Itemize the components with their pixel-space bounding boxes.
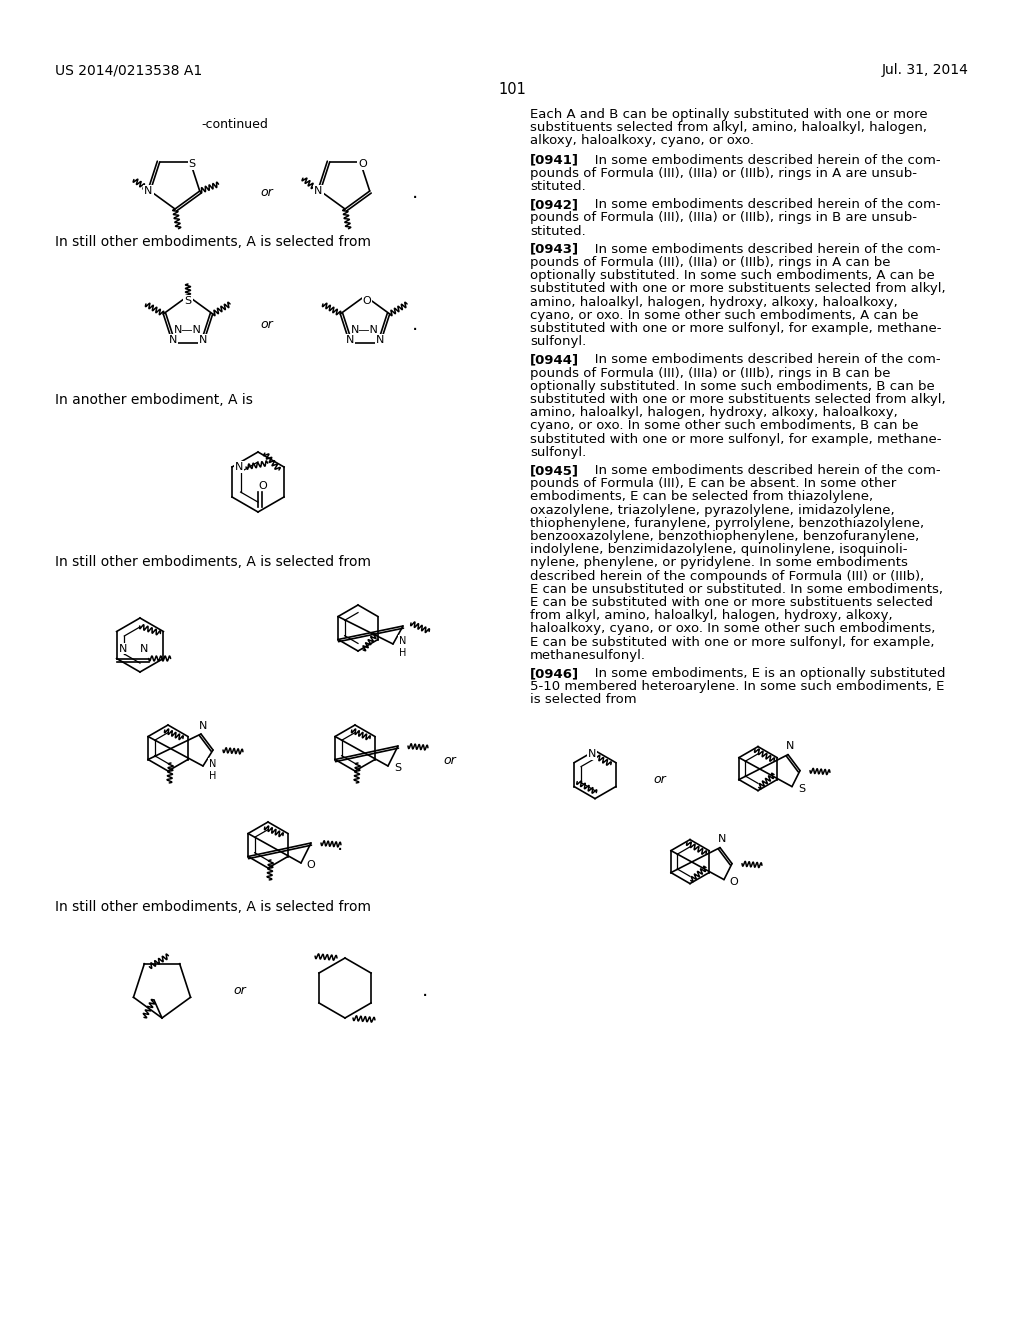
Text: In some embodiments described herein of the com-: In some embodiments described herein of … (582, 243, 941, 256)
Text: stituted.: stituted. (530, 180, 586, 193)
Text: N: N (718, 834, 726, 843)
Text: In some embodiments described herein of the com-: In some embodiments described herein of … (582, 153, 941, 166)
Text: [0945]: [0945] (530, 465, 579, 477)
Text: S: S (394, 763, 401, 774)
Text: In still other embodiments, A is selected from: In still other embodiments, A is selecte… (55, 235, 371, 249)
Text: N
H: N H (399, 636, 407, 657)
Text: methanesulfonyl.: methanesulfonyl. (530, 649, 646, 661)
Text: N: N (119, 644, 127, 653)
Text: US 2014/0213538 A1: US 2014/0213538 A1 (55, 63, 203, 77)
Text: Each A and B can be optinally substituted with one or more: Each A and B can be optinally substitute… (530, 108, 928, 121)
Text: oxazolylene, triazolylene, pyrazolylene, imidazolylene,: oxazolylene, triazolylene, pyrazolylene,… (530, 504, 895, 516)
Text: O: O (358, 158, 367, 169)
Text: optionally substituted. In some such embodiments, A can be: optionally substituted. In some such emb… (530, 269, 935, 282)
Text: N: N (376, 335, 384, 345)
Text: N: N (785, 741, 795, 751)
Text: optionally substituted. In some such embodiments, B can be: optionally substituted. In some such emb… (530, 380, 935, 393)
Text: In still other embodiments, A is selected from: In still other embodiments, A is selecte… (55, 554, 371, 569)
Text: substituents selected from alkyl, amino, haloalkyl, halogen,: substituents selected from alkyl, amino,… (530, 121, 927, 135)
Text: pounds of Formula (III), E can be absent. In some other: pounds of Formula (III), E can be absent… (530, 478, 896, 490)
Text: E can be substituted with one or more substituents selected: E can be substituted with one or more su… (530, 597, 933, 609)
Text: N—N: N—N (351, 325, 379, 335)
Text: pounds of Formula (III), (IIIa) or (IIIb), rings in B are unsub-: pounds of Formula (III), (IIIa) or (IIIb… (530, 211, 918, 224)
Text: described herein of the compounds of Formula (III) or (IIIb),: described herein of the compounds of For… (530, 570, 925, 582)
Text: nylene, phenylene, or pyridylene. In some embodiments: nylene, phenylene, or pyridylene. In som… (530, 557, 908, 569)
Text: .: . (412, 315, 418, 334)
Text: cyano, or oxo. In some other such embodiments, B can be: cyano, or oxo. In some other such embodi… (530, 420, 919, 433)
Text: or: or (653, 774, 667, 787)
Text: E can be unsubstituted or substituted. In some embodiments,: E can be unsubstituted or substituted. I… (530, 583, 943, 595)
Text: is selected from: is selected from (530, 693, 637, 706)
Text: substituted with one or more substituents selected from alkyl,: substituted with one or more substituent… (530, 393, 945, 407)
Text: thiophenylene, furanylene, pyrrolylene, benzothiazolylene,: thiophenylene, furanylene, pyrrolylene, … (530, 517, 924, 529)
Text: In some embodiments described herein of the com-: In some embodiments described herein of … (582, 465, 941, 477)
Text: N: N (139, 644, 147, 653)
Text: N: N (314, 186, 323, 197)
Text: In some embodiments described herein of the com-: In some embodiments described herein of … (582, 198, 941, 211)
Text: substituted with one or more substituents selected from alkyl,: substituted with one or more substituent… (530, 282, 945, 296)
Text: N—N: N—N (174, 325, 202, 335)
Text: N: N (144, 186, 153, 197)
Text: sulfonyl.: sulfonyl. (530, 446, 587, 459)
Text: amino, haloalkyl, halogen, hydroxy, alkoxy, haloalkoxy,: amino, haloalkyl, halogen, hydroxy, alko… (530, 296, 898, 309)
Text: [0941]: [0941] (530, 153, 579, 166)
Text: N: N (234, 462, 244, 473)
Text: .: . (337, 836, 343, 854)
Text: [0946]: [0946] (530, 667, 580, 680)
Text: or: or (261, 318, 273, 331)
Text: 101: 101 (498, 82, 526, 96)
Text: [0943]: [0943] (530, 243, 580, 256)
Text: In some embodiments described herein of the com-: In some embodiments described herein of … (582, 354, 941, 367)
Text: amino, haloalkyl, halogen, hydroxy, alkoxy, haloalkoxy,: amino, haloalkyl, halogen, hydroxy, alko… (530, 407, 898, 420)
Text: 5-10 membered heteroarylene. In some such embodiments, E: 5-10 membered heteroarylene. In some suc… (530, 680, 944, 693)
Text: In some embodiments, E is an optionally substituted: In some embodiments, E is an optionally … (582, 667, 945, 680)
Text: N: N (588, 748, 596, 759)
Text: N: N (169, 335, 177, 345)
Text: In still other embodiments, A is selected from: In still other embodiments, A is selecte… (55, 900, 371, 913)
Text: or: or (443, 754, 457, 767)
Text: N: N (199, 721, 207, 731)
Text: S: S (188, 158, 196, 169)
Text: E can be substituted with one or more sulfonyl, for example,: E can be substituted with one or more su… (530, 636, 935, 648)
Text: pounds of Formula (III), (IIIa) or (IIIb), rings in A can be: pounds of Formula (III), (IIIa) or (IIIb… (530, 256, 891, 269)
Text: Jul. 31, 2014: Jul. 31, 2014 (882, 63, 969, 77)
Text: S: S (184, 296, 191, 306)
Text: from alkyl, amino, haloalkyl, halogen, hydroxy, alkoxy,: from alkyl, amino, haloalkyl, halogen, h… (530, 610, 893, 622)
Text: O: O (306, 861, 315, 870)
Text: [0942]: [0942] (530, 198, 579, 211)
Text: .: . (412, 183, 418, 202)
Text: indolylene, benzimidazolylene, quinolinylene, isoquinoli-: indolylene, benzimidazolylene, quinoliny… (530, 544, 907, 556)
Text: N
H: N H (209, 759, 217, 781)
Text: pounds of Formula (III), (IIIa) or (IIIb), rings in A are unsub-: pounds of Formula (III), (IIIa) or (IIIb… (530, 166, 918, 180)
Text: N: N (345, 335, 354, 345)
Text: benzooxazolylene, benzothiophenylene, benzofuranylene,: benzooxazolylene, benzothiophenylene, be… (530, 531, 920, 543)
Text: O: O (730, 876, 738, 887)
Text: O: O (259, 480, 267, 491)
Text: substituted with one or more sulfonyl, for example, methane-: substituted with one or more sulfonyl, f… (530, 433, 941, 446)
Text: O: O (362, 296, 372, 306)
Text: sulfonyl.: sulfonyl. (530, 335, 587, 348)
Text: [0944]: [0944] (530, 354, 580, 367)
Text: substituted with one or more sulfonyl, for example, methane-: substituted with one or more sulfonyl, f… (530, 322, 941, 335)
Text: stituted.: stituted. (530, 224, 586, 238)
Text: -continued: -continued (202, 117, 268, 131)
Text: or: or (261, 186, 273, 199)
Text: or: or (233, 983, 247, 997)
Text: haloalkoxy, cyano, or oxo. In some other such embodiments,: haloalkoxy, cyano, or oxo. In some other… (530, 623, 935, 635)
Text: In another embodiment, A is: In another embodiment, A is (55, 393, 253, 407)
Text: alkoxy, haloalkoxy, cyano, or oxo.: alkoxy, haloalkoxy, cyano, or oxo. (530, 135, 754, 148)
Text: embodiments, E can be selected from thiazolylene,: embodiments, E can be selected from thia… (530, 491, 873, 503)
Text: S: S (799, 784, 806, 793)
Text: .: . (422, 981, 428, 999)
Text: N: N (199, 335, 208, 345)
Text: pounds of Formula (III), (IIIa) or (IIIb), rings in B can be: pounds of Formula (III), (IIIa) or (IIIb… (530, 367, 891, 380)
Text: cyano, or oxo. In some other such embodiments, A can be: cyano, or oxo. In some other such embodi… (530, 309, 919, 322)
